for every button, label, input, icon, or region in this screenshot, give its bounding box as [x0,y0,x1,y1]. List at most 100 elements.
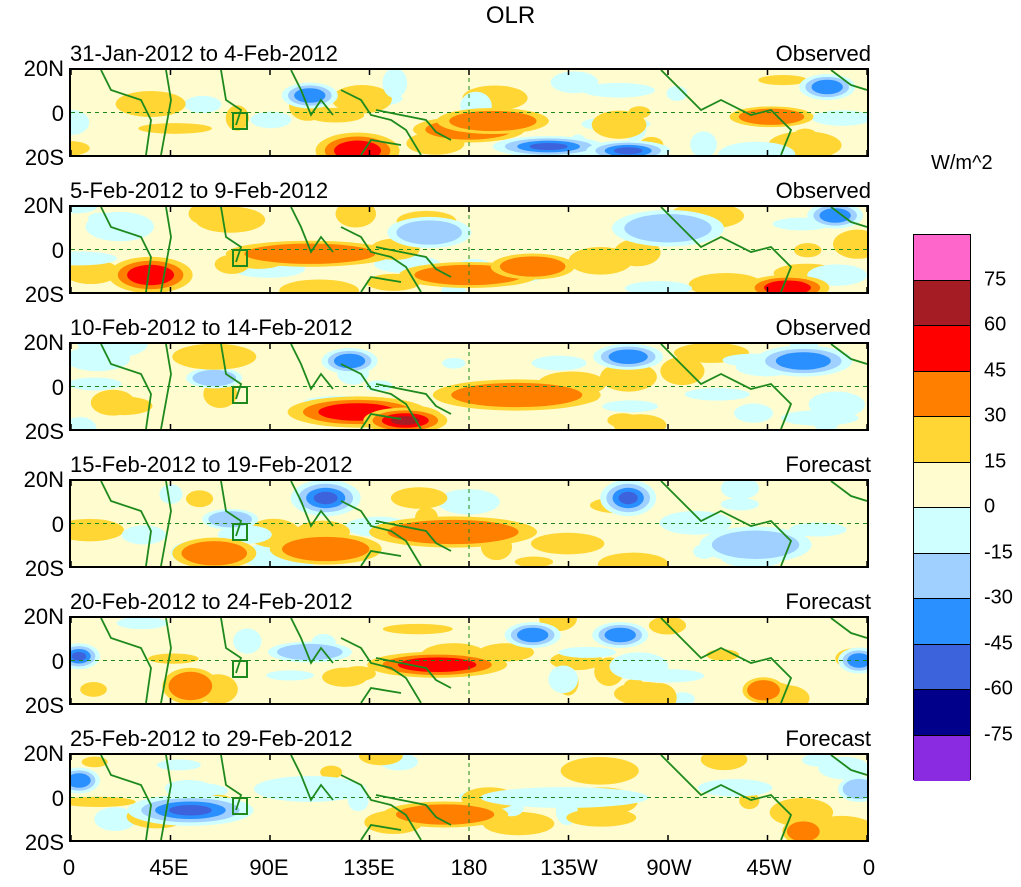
olr-map [69,68,869,157]
anomaly-contour [734,403,774,423]
anomaly-contour [148,653,199,664]
panel-date-range: 15-Feb-2012 to 19-Feb-2012 [70,452,353,477]
map-panel: 10-Feb-2012 to 14-Feb-2012 Observed 20N 0 20… [0,315,1021,454]
anomaly-contour [558,646,617,658]
anomaly-contour [449,110,537,132]
coastline [340,500,422,566]
map-panel: 25-Feb-2012 to 29-Feb-2012 Forecast 20N 0 20… [0,726,1021,865]
anomaly-contour [531,355,587,371]
colorbar-label: 60 [984,313,1007,336]
colorbar-label: -45 [984,632,1013,654]
coastline [100,70,172,155]
anomaly-contour [71,110,90,135]
colorbar-label: 75 [984,268,1007,290]
coastline [660,207,793,292]
anomaly-contour [758,75,808,86]
anomaly-contour [71,417,97,429]
panel-date-range: 25-Feb-2012 to 29-Feb-2012 [70,726,353,751]
y-tick-label: 0 [51,100,64,126]
olr-field [71,70,867,155]
panel-date-range: 5-Feb-2012 to 9-Feb-2012 [70,178,329,203]
colorbar-units: W/m^2 [931,152,993,174]
anomaly-contour [313,491,338,505]
anomaly-contour [517,627,549,643]
anomaly-contour [233,628,262,654]
anomaly-contour [185,490,214,508]
coastline [375,657,452,689]
olr-map [69,479,869,568]
anomaly-contour [818,756,867,780]
coastline [100,207,172,292]
coastline [220,344,334,400]
anomaly-contour [80,682,107,697]
coastline [830,70,867,91]
x-tick-label: 0 [62,855,76,880]
anomaly-contour [184,95,222,114]
anomaly-contour [738,108,805,125]
colorbar-label: -30 [984,586,1013,609]
olr-map [69,205,869,294]
y-tick-label: 20S [24,556,64,581]
coastline [375,383,452,415]
anomaly-contour [604,627,636,643]
colorbar-label: 0 [984,495,996,518]
coastline [660,618,793,703]
olr-field [71,481,867,566]
anomaly-contour [700,755,748,771]
panel-status: Forecast [785,726,871,751]
anomaly-contour [451,382,583,408]
panel-status: Observed [775,41,871,66]
anomaly-contour [71,518,124,542]
coastline [340,637,422,703]
coastline [375,246,452,278]
anomaly-contour [195,207,266,233]
y-tick-label: 0 [51,511,64,537]
anomaly-contour [711,530,800,559]
chart-title: OLR [485,2,536,29]
y-tick-label: 0 [51,785,64,811]
coastline [100,481,172,566]
anomaly-contour [480,787,649,808]
y-tick-label: 20N [23,56,64,81]
anomaly-contour [382,623,453,635]
anomaly-contour [720,498,759,511]
olr-map [69,342,869,431]
anomaly-contour [566,808,637,827]
colorbar-label: -15 [984,541,1013,563]
anomaly-contour [192,369,237,387]
anomaly-contour [333,353,366,369]
anomaly-contour [842,778,867,800]
coastline [100,755,172,840]
anomaly-contour [71,141,90,155]
colorbar-label: -75 [984,723,1013,745]
anomaly-contour [85,211,154,242]
anomaly-contour [277,643,343,661]
y-tick-label: 0 [51,648,64,674]
coastline [830,755,867,776]
coastline [340,226,422,292]
anomaly-contour [690,131,717,155]
y-tick-label: 20N [23,193,64,218]
anomaly-contour [608,349,648,365]
y-tick-label: 20N [23,604,64,629]
coastline [830,481,867,502]
coastline [220,618,334,674]
anomaly-contour [71,251,117,266]
anomaly-contour [591,110,647,139]
colorbar-swatch [914,326,970,372]
x-tick-label: 135E [343,855,395,880]
colorbar-swatch [914,280,970,326]
anomaly-contour [602,400,659,413]
coastline [220,755,334,811]
anomaly-contour [624,281,693,292]
anomaly-contour [172,344,257,370]
map-panel: 31-Jan-2012 to 4-Feb-2012 Observed 20N 0 20S [0,41,1021,180]
anomaly-contour [833,229,867,259]
anomaly-contour [71,259,120,285]
coastline [100,344,172,429]
anomaly-contour [614,238,661,267]
coastline [830,207,867,228]
anomaly-contour [442,357,466,369]
x-tick-label: 0 [862,855,876,880]
coastline [660,481,793,566]
